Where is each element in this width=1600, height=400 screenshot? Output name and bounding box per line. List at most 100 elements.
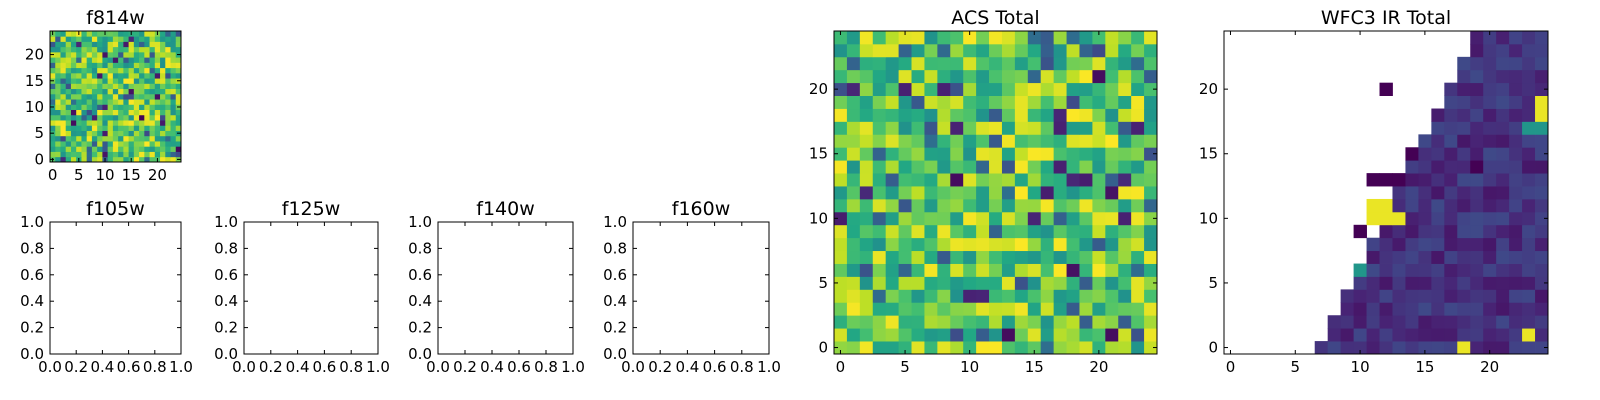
heatmap-cell (1379, 237, 1393, 252)
heatmap-cell (1105, 263, 1119, 277)
heatmap-cell (1001, 198, 1016, 213)
heatmap-cell (1027, 147, 1042, 161)
heatmap-cell (1483, 160, 1497, 174)
heatmap-cell (112, 31, 119, 37)
heatmap-cell (50, 57, 56, 63)
heatmap-cell (1444, 186, 1458, 200)
heatmap-cell (859, 147, 874, 161)
heatmap-cell (1092, 31, 1106, 45)
heatmap-cell (86, 88, 93, 95)
heatmap-cell (149, 109, 156, 116)
heatmap-cell (859, 31, 874, 45)
heatmap-cell (60, 109, 67, 116)
heatmap-cell (1001, 121, 1016, 135)
heatmap-cell (139, 51, 145, 58)
heatmap-cell (963, 108, 977, 122)
heatmap-cell (846, 147, 861, 161)
y-tick-label: 0.8 (603, 239, 627, 257)
heatmap-cell (97, 62, 103, 69)
y-tick-label: 0 (34, 150, 44, 168)
heatmap-cell (885, 69, 899, 84)
heatmap-cell (950, 276, 964, 290)
heatmap-cell (1079, 173, 1093, 187)
heatmap-cell (1014, 95, 1029, 109)
heatmap-cell (1131, 289, 1145, 303)
heatmap-cell (1353, 341, 1367, 355)
heatmap-cell (1001, 186, 1016, 200)
heatmap-cell (102, 141, 109, 147)
heatmap-cell (1509, 69, 1523, 84)
heatmap-cell (133, 46, 140, 53)
heatmap-cell (123, 135, 129, 142)
heatmap-cell (55, 67, 61, 74)
heatmap-cell (91, 83, 98, 90)
heatmap-cell (1535, 108, 1549, 122)
heatmap-cell (133, 125, 140, 131)
heatmap-cell (1040, 198, 1055, 213)
heatmap-cell (1092, 289, 1106, 303)
heatmap-cell (1353, 302, 1367, 316)
heatmap-cell (1483, 289, 1497, 303)
x-tick-label: 0.6 (703, 358, 727, 376)
heatmap-cell (1535, 224, 1549, 239)
heatmap-cell (1418, 328, 1432, 342)
heatmap-cell (1118, 31, 1132, 45)
heatmap-cell (1040, 31, 1055, 45)
heatmap-cell (86, 125, 93, 131)
heatmap-cell (1444, 173, 1458, 187)
heatmap-cell (133, 141, 140, 147)
heatmap-cell (160, 130, 166, 137)
heatmap-cell (1079, 276, 1093, 290)
heatmap-cell (1509, 198, 1523, 213)
heatmap-cell (81, 125, 88, 131)
heatmap-cell (1496, 198, 1510, 213)
heatmap-cell (149, 83, 156, 90)
heatmap-cell (1522, 328, 1536, 342)
heatmap-cell (175, 109, 182, 116)
heatmap-cell (937, 95, 951, 109)
heatmap-cell (976, 186, 990, 200)
heatmap-cell (1522, 31, 1536, 45)
heatmap-cell (872, 315, 887, 329)
heatmap-cell (102, 99, 109, 105)
heatmap-cell (81, 83, 88, 90)
heatmap-cell (1535, 250, 1549, 264)
heatmap-cell (81, 78, 88, 84)
heatmap-cell (144, 78, 150, 84)
heatmap-cell (1040, 302, 1055, 316)
heatmap-cell (1444, 211, 1458, 226)
heatmap-cell (91, 135, 98, 142)
heatmap-cell (149, 135, 156, 142)
heatmap-cell (1496, 31, 1510, 45)
heatmap-cell (911, 134, 925, 148)
heatmap-cell (60, 88, 67, 95)
heatmap-cell (1379, 82, 1393, 96)
heatmap-cell (898, 31, 912, 45)
heatmap-cell (1066, 31, 1080, 45)
heatmap-cell (1379, 173, 1393, 187)
heatmap-cell (144, 93, 150, 100)
heatmap-cell (885, 121, 899, 135)
heatmap-cell (175, 36, 182, 42)
heatmap-cell (1522, 289, 1536, 303)
heatmap-cell (1496, 237, 1510, 252)
heatmap-cell (175, 72, 182, 79)
heatmap-cell (1131, 82, 1145, 96)
heatmap-cell (91, 125, 98, 131)
heatmap-cell (1470, 121, 1484, 135)
heatmap-cell (102, 51, 109, 58)
heatmap-cell (1092, 82, 1106, 96)
heatmap-cell (924, 95, 938, 109)
heatmap-cell (963, 289, 977, 303)
heatmap-cell (989, 147, 1003, 161)
heatmap-cell (1431, 160, 1445, 174)
heatmap-cell (81, 57, 88, 63)
heatmap-cell (976, 134, 990, 148)
heatmap-cell (123, 114, 129, 121)
heatmap-cell (1509, 31, 1523, 45)
heatmap-cell (81, 67, 88, 74)
heatmap-cell (872, 211, 887, 226)
heatmap-cell (81, 62, 88, 69)
heatmap-cell (60, 156, 67, 163)
heatmap-cell (1014, 147, 1029, 161)
